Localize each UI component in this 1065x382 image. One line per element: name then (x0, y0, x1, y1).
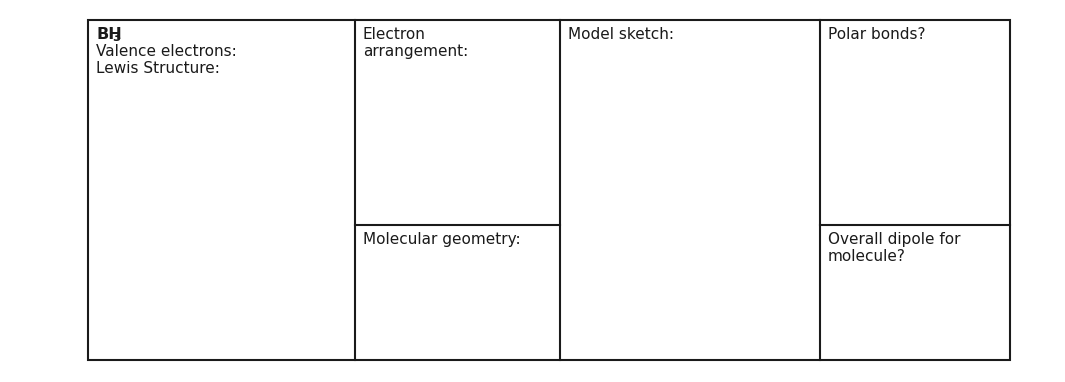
Bar (88, 20, 1010, 360)
Text: BH: BH (96, 27, 121, 42)
Text: Overall dipole for: Overall dipole for (828, 232, 961, 247)
Text: Electron: Electron (363, 27, 426, 42)
Text: Molecular geometry:: Molecular geometry: (363, 232, 521, 247)
Text: arrangement:: arrangement: (363, 44, 469, 59)
Text: 3: 3 (112, 31, 120, 44)
Text: Polar bonds?: Polar bonds? (828, 27, 925, 42)
Text: Valence electrons:: Valence electrons: (96, 44, 236, 59)
Text: Model sketch:: Model sketch: (568, 27, 674, 42)
Text: molecule?: molecule? (828, 249, 906, 264)
Text: Lewis Structure:: Lewis Structure: (96, 61, 219, 76)
